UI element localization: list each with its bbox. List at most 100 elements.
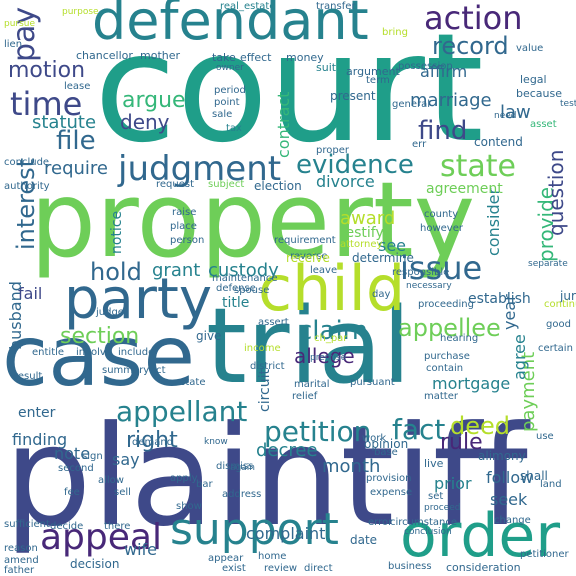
word-responsible: responsible <box>392 267 450 278</box>
word-money: money <box>286 51 324 64</box>
word-contend: contend <box>474 135 523 149</box>
word-petitioner: petitioner <box>520 549 569 560</box>
word-deed: deed <box>450 412 510 440</box>
word-defendant: defendant <box>92 0 369 52</box>
word-state: state <box>440 149 516 184</box>
word-there: there <box>104 521 131 532</box>
word-term: term <box>366 75 390 86</box>
word-period: period <box>214 85 246 96</box>
word-involve: involve <box>76 347 113 358</box>
word-business: business <box>388 561 432 572</box>
word-error: error <box>368 517 393 528</box>
word-general: general <box>392 99 431 110</box>
word-err: err <box>412 139 427 150</box>
word-second: second <box>58 463 94 474</box>
word-person: person <box>170 235 205 246</box>
word-action: action <box>424 0 523 37</box>
word-district: district <box>250 361 285 372</box>
word-value: value <box>516 43 544 54</box>
word-home: home <box>258 551 287 562</box>
word-contain: contain <box>426 363 464 374</box>
word-section: section <box>60 324 140 349</box>
word-provision: provision <box>366 473 412 484</box>
word-mortgage: mortgage <box>432 374 511 393</box>
word-pursuant: pursuant <box>350 377 395 388</box>
word-requirement: requirement <box>274 235 336 246</box>
word-maintenance: maintenance <box>212 273 278 284</box>
word-act: act <box>150 365 166 376</box>
word-county: county <box>424 209 459 220</box>
word-require: require <box>44 158 108 179</box>
word-leave: leave <box>310 265 338 276</box>
word-custody: custody <box>208 260 279 281</box>
word-proper: proper <box>316 145 349 156</box>
word-place: place <box>170 221 197 232</box>
word-interest: interest <box>12 157 40 250</box>
word-consideration: consideration <box>446 561 521 574</box>
word-appellee: appellee <box>398 314 501 342</box>
word-set: set <box>428 491 444 502</box>
word-lease: lease <box>64 81 91 92</box>
word-give: give <box>196 329 222 343</box>
word-receive: receive <box>286 251 330 265</box>
word-demand: demand <box>132 437 174 448</box>
word-trial: trial <box>206 285 412 407</box>
word-point: point <box>214 97 240 108</box>
word-award: award <box>340 208 396 229</box>
word-continue: continue <box>544 299 576 310</box>
word-prior: prior <box>434 474 472 493</box>
word-argue: argue <box>122 88 186 113</box>
word-defense: defense <box>216 283 256 294</box>
word-change: change <box>494 515 531 526</box>
word-exist: exist <box>222 563 246 574</box>
word-however: however <box>420 223 463 234</box>
word-property: property <box>30 159 476 281</box>
word-record: record <box>432 32 509 60</box>
word-deny: deny <box>120 110 170 134</box>
word-allege: allege <box>294 344 355 368</box>
word-real_estate: real_estate <box>220 1 276 12</box>
word-wife: wife <box>124 540 158 559</box>
word-include: include <box>118 347 155 358</box>
word-bar: bar <box>196 479 213 490</box>
word-attorney: attorney <box>340 239 383 250</box>
word-raise: raise <box>172 207 197 218</box>
word-say: say <box>112 450 140 469</box>
word-suit: suit <box>316 61 337 74</box>
word-support: support <box>170 504 339 555</box>
word-child: child <box>258 252 406 325</box>
word-note: note <box>54 444 91 463</box>
word-question: question <box>544 149 568 236</box>
word-party: party <box>64 267 212 332</box>
word-appeal: appeal <box>40 517 162 558</box>
word-lien: lien <box>4 39 23 50</box>
word-father: father <box>4 565 35 576</box>
word-order: order <box>400 501 560 571</box>
word-consider: consider <box>484 187 503 256</box>
word-judgment: judgment <box>118 149 282 189</box>
word-statute: statute <box>32 112 97 133</box>
word-case: case <box>2 307 196 405</box>
word-asset: asset <box>530 119 557 130</box>
word-title: title <box>222 295 250 311</box>
word-purchase: purchase <box>424 351 470 362</box>
word-authority: authority <box>4 181 50 192</box>
word-apply: apply <box>170 473 198 484</box>
word-result: result <box>14 371 43 382</box>
word-income: income <box>244 343 281 354</box>
word-reverse: reverse <box>290 251 328 262</box>
word-expense: expense <box>370 487 413 498</box>
word-claim: claim <box>298 316 369 346</box>
word-allow: allow <box>98 475 124 486</box>
word-testify: testify <box>340 225 384 241</box>
word-certain: certain <box>538 343 573 354</box>
word-enter: enter <box>18 405 56 421</box>
word-circuit: circuit <box>257 369 273 412</box>
word-decree: decree <box>256 440 318 461</box>
word-possession: possession <box>398 61 453 72</box>
word-notice: notice <box>109 210 125 254</box>
word-necessary: necessary <box>406 281 452 291</box>
word-good: good <box>546 319 571 330</box>
word-pay: pay <box>7 6 42 62</box>
